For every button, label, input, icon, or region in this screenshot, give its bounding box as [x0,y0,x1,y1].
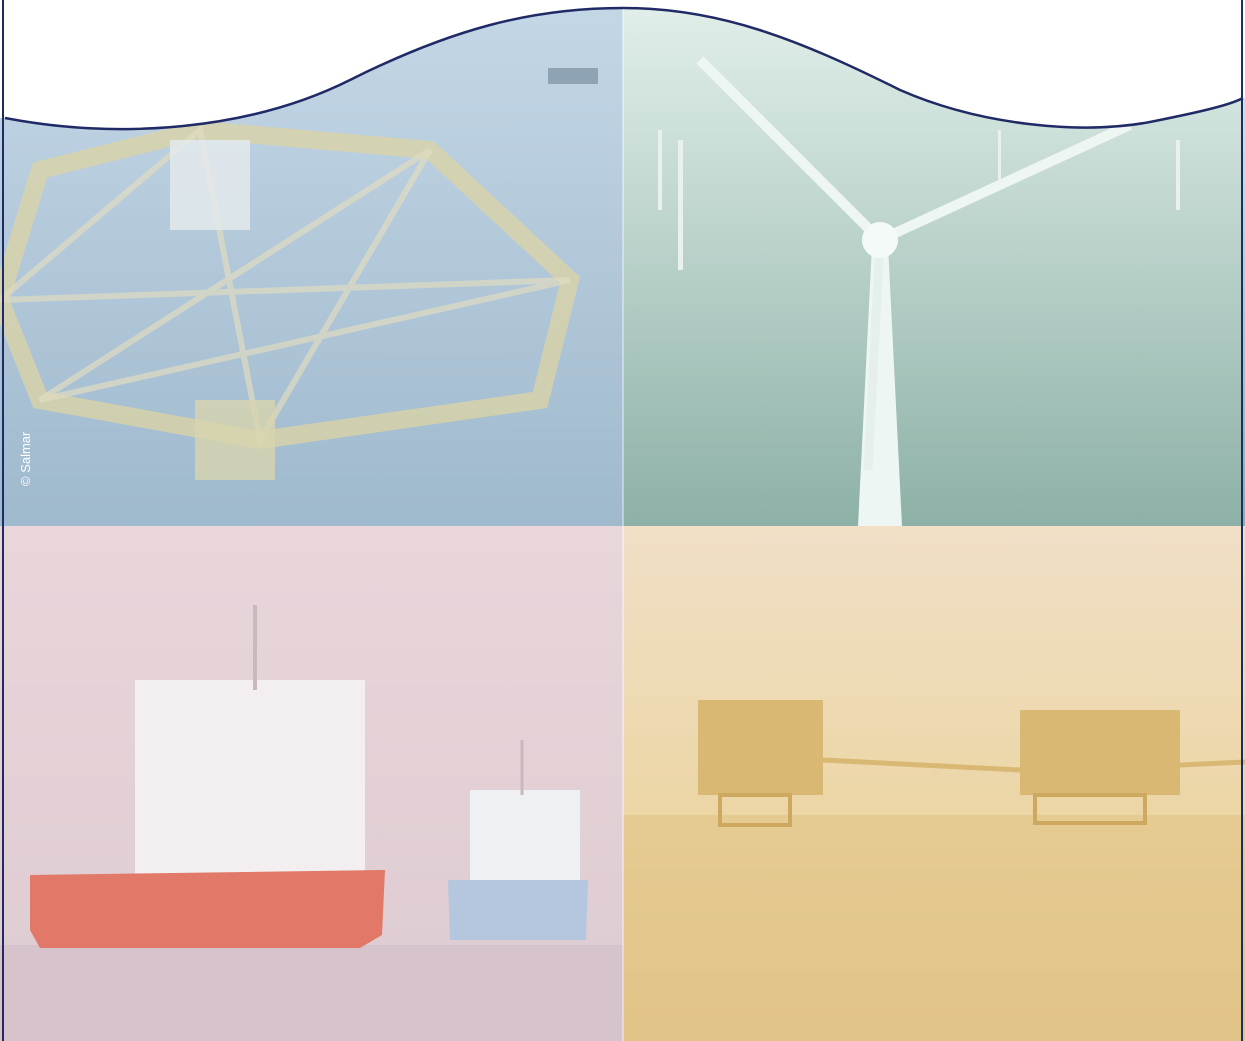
photo-oil-platforms [623,526,1245,1041]
wave-line [4,6,1244,131]
photo-ships [0,526,623,1041]
photo-credit: © Salmar [18,431,33,486]
